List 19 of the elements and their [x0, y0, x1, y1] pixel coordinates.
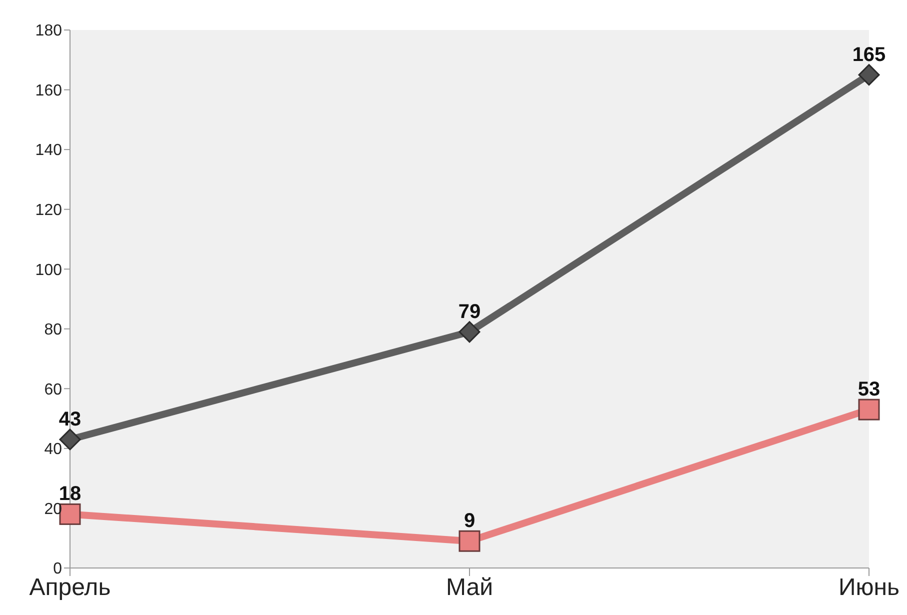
- y-tick-label: 160: [35, 82, 62, 100]
- data-label: 9: [464, 510, 476, 532]
- y-tick-label: 180: [35, 22, 62, 40]
- data-label: 79: [458, 300, 481, 323]
- point: [458, 321, 480, 343]
- y-tick-label: 80: [44, 322, 62, 339]
- x-tick-label: Май: [446, 574, 494, 602]
- data-label: 43: [58, 408, 82, 430]
- point: [858, 64, 880, 86]
- data-label: 165: [852, 44, 886, 66]
- point: [858, 398, 880, 420]
- y-tick-label: 60: [44, 381, 62, 398]
- x-tick-label: Июнь: [838, 574, 900, 602]
- data-label: 53: [858, 378, 880, 401]
- y-tick-label: 140: [35, 142, 62, 160]
- point: [458, 530, 480, 552]
- y-tick-label: 40: [44, 441, 62, 458]
- y-tick-label: 120: [35, 202, 62, 220]
- y-tick-label: 100: [35, 262, 62, 279]
